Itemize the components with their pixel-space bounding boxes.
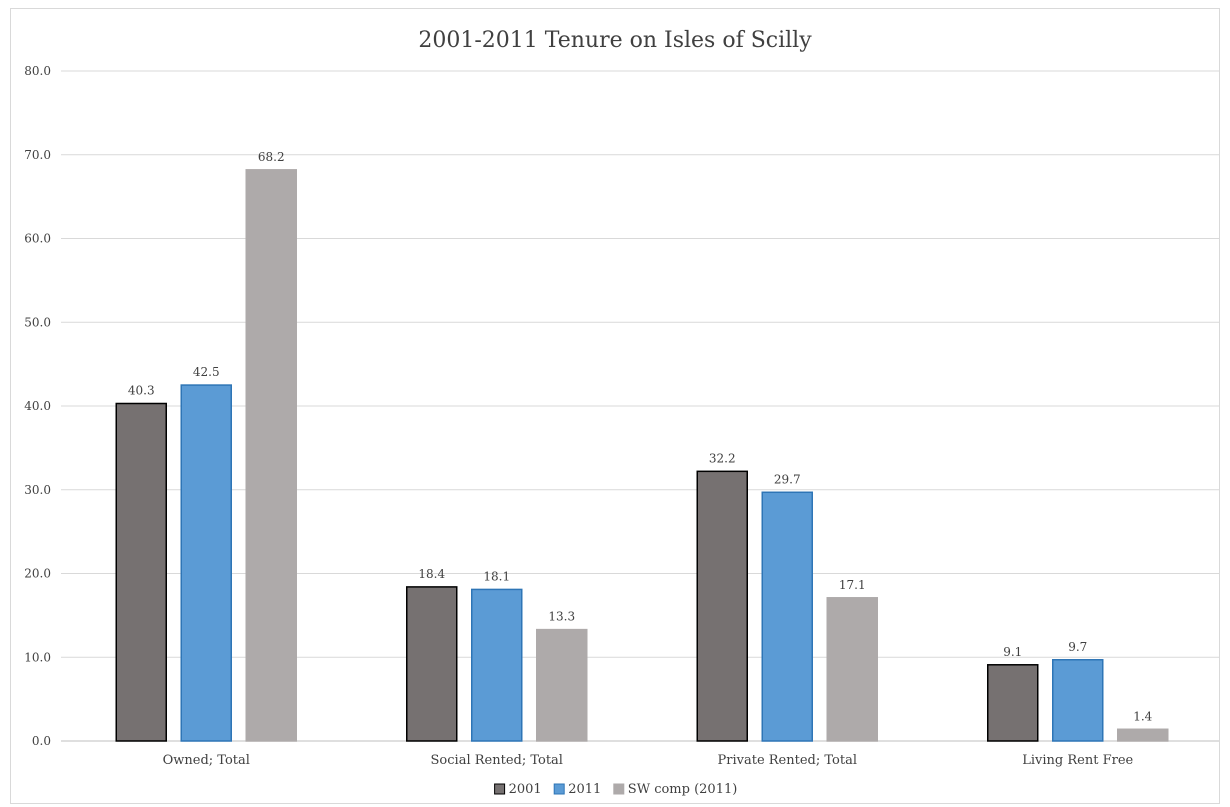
- bar-2011-0: [180, 384, 232, 742]
- bar-2001-1: [406, 586, 458, 742]
- y-tick-label: 0.0: [32, 734, 51, 748]
- bar-sw-comp-2011--3: [1117, 728, 1169, 742]
- category-label: Owned; Total: [163, 753, 250, 768]
- data-label: 1.4: [1133, 709, 1152, 723]
- bar-sw-comp-2011--1: [536, 628, 588, 742]
- data-label: 18.4: [418, 567, 445, 581]
- bar-sw-comp-2011--0: [245, 169, 297, 742]
- bar-2011-1: [471, 588, 523, 742]
- x-axis-categories: Owned; Total Social Rented; Total Private …: [163, 753, 1134, 768]
- legend: 2001 2011 SW comp (2011): [494, 782, 738, 797]
- bar-chart: 2001-2011 Tenure on Isles of Scilly 0.0 1…: [24, 28, 1219, 797]
- data-label: 42.5: [193, 365, 220, 379]
- y-tick-label: 50.0: [24, 315, 51, 329]
- data-label: 29.7: [774, 472, 801, 486]
- legend-swatch: [553, 783, 565, 795]
- category-label: Living Rent Free: [1022, 753, 1133, 768]
- legend-label: 2011: [568, 782, 601, 797]
- data-label: 13.3: [548, 610, 575, 624]
- chart-title: 2001-2011 Tenure on Isles of Scilly: [418, 28, 812, 53]
- y-tick-label: 40.0: [24, 399, 51, 413]
- legend-label: SW comp (2011): [628, 782, 738, 797]
- category-label: Social Rented; Total: [431, 753, 563, 768]
- data-label: 9.1: [1003, 645, 1022, 659]
- legend-label: 2001: [509, 782, 542, 797]
- bar-2001-0: [115, 402, 167, 742]
- legend-swatch: [494, 783, 506, 795]
- y-tick-label: 20.0: [24, 567, 51, 581]
- bar-2001-3: [987, 664, 1039, 742]
- data-label: 17.1: [839, 578, 866, 592]
- legend-swatch: [613, 783, 625, 795]
- bar-2001-2: [696, 470, 748, 742]
- bar-2011-2: [761, 491, 813, 742]
- y-tick-label: 30.0: [24, 483, 51, 497]
- y-tick-label: 70.0: [24, 148, 51, 162]
- y-tick-label: 10.0: [24, 650, 51, 664]
- bar-sw-comp-2011--2: [826, 597, 878, 742]
- bar-2011-3: [1052, 659, 1104, 742]
- gridlines: [61, 70, 1219, 742]
- y-tick-label: 80.0: [24, 64, 51, 78]
- bars: [115, 169, 1169, 742]
- chart-frame: 2001-2011 Tenure on Isles of Scilly 0.0 1…: [10, 8, 1220, 804]
- data-label: 40.3: [128, 383, 155, 397]
- data-label: 68.2: [258, 150, 285, 164]
- y-axis-ticks: 0.0 10.0 20.0 30.0 40.0 50.0 60.0 70.0 80.0: [24, 64, 51, 748]
- data-label: 18.1: [483, 569, 510, 583]
- data-label: 32.2: [709, 451, 736, 465]
- data-labels: 40.3 42.5 68.2 18.4 18.1 13.3 32.2 29.7 17.1 9.1 9…: [128, 150, 1153, 723]
- category-label: Private Rented; Total: [718, 753, 858, 768]
- data-label: 9.7: [1068, 640, 1087, 654]
- y-tick-label: 60.0: [24, 232, 51, 246]
